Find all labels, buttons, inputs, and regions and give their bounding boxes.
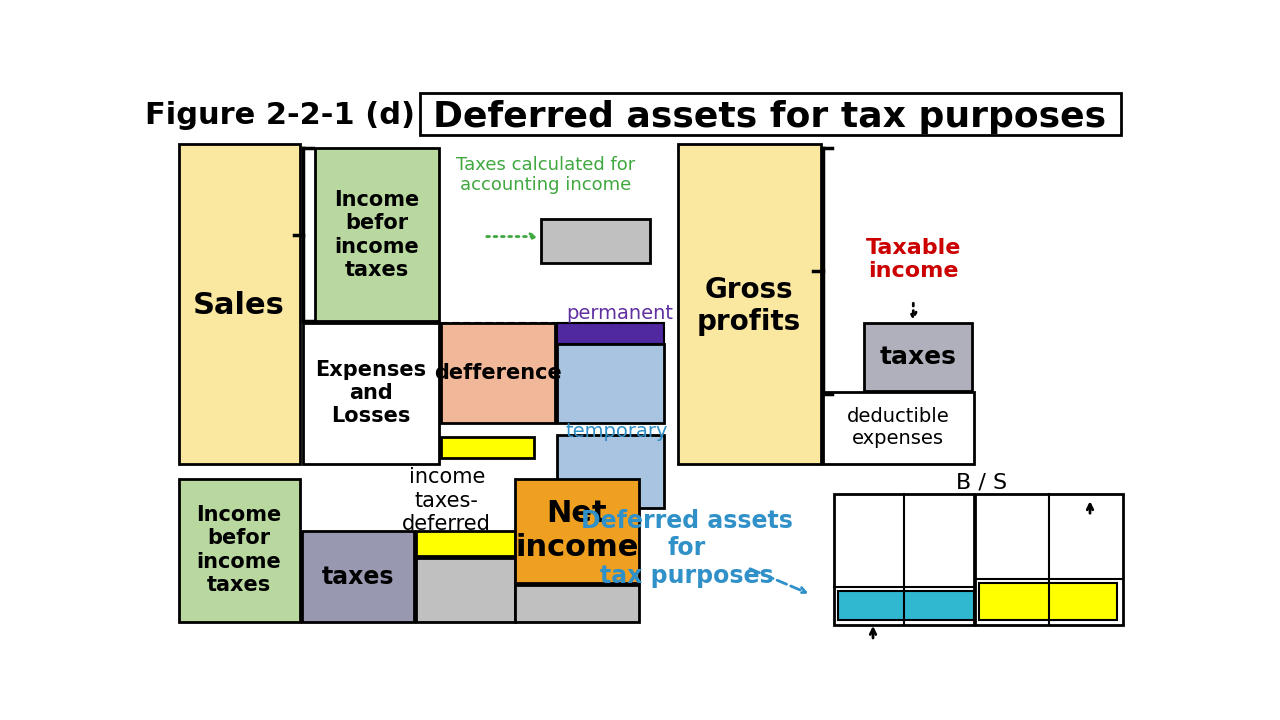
Text: temporary: temporary <box>566 422 668 441</box>
Text: Taxable
income: Taxable income <box>865 238 961 282</box>
Text: defference: defference <box>434 363 562 383</box>
Text: Income
befor
income
taxes: Income befor income taxes <box>334 190 420 280</box>
Text: deductible
expenses: deductible expenses <box>846 407 950 448</box>
Bar <box>835 495 974 626</box>
Bar <box>557 344 664 423</box>
Bar <box>315 148 439 321</box>
Text: Net
income: Net income <box>516 500 639 562</box>
Text: taxes: taxes <box>321 565 394 589</box>
Bar <box>541 219 650 263</box>
Text: Sales: Sales <box>193 292 285 320</box>
Bar <box>557 323 664 344</box>
Bar <box>823 392 974 464</box>
Bar <box>416 559 515 621</box>
Text: income
taxes-
deferred: income taxes- deferred <box>402 467 492 534</box>
Bar <box>440 323 556 423</box>
Bar <box>864 323 973 390</box>
Text: Gross
profits: Gross profits <box>696 276 801 336</box>
Bar <box>179 144 300 464</box>
Bar <box>416 531 515 556</box>
Bar <box>303 323 439 464</box>
Text: Figure 2-2-1 (d): Figure 2-2-1 (d) <box>145 101 415 130</box>
Bar <box>179 479 300 621</box>
Text: B / S: B / S <box>956 473 1007 493</box>
Bar <box>420 93 1121 135</box>
Text: Income
befor
income
taxes: Income befor income taxes <box>196 505 282 595</box>
Text: Taxes calculated for
accounting income: Taxes calculated for accounting income <box>457 156 636 194</box>
Text: permanent: permanent <box>566 304 673 323</box>
Bar <box>302 531 415 621</box>
Bar <box>975 495 1123 626</box>
Text: taxes: taxes <box>879 345 956 369</box>
Text: Deferred assets for tax purposes: Deferred assets for tax purposes <box>434 100 1106 134</box>
Bar <box>557 435 664 508</box>
Text: Deferred assets
for
tax purposes: Deferred assets for tax purposes <box>581 508 792 588</box>
Bar <box>440 437 534 459</box>
Bar <box>838 590 974 620</box>
Bar <box>677 144 820 464</box>
Bar <box>515 479 639 583</box>
Bar <box>979 583 1117 620</box>
Text: Expenses
and
Losses: Expenses and Losses <box>315 360 426 426</box>
Bar <box>515 585 639 621</box>
